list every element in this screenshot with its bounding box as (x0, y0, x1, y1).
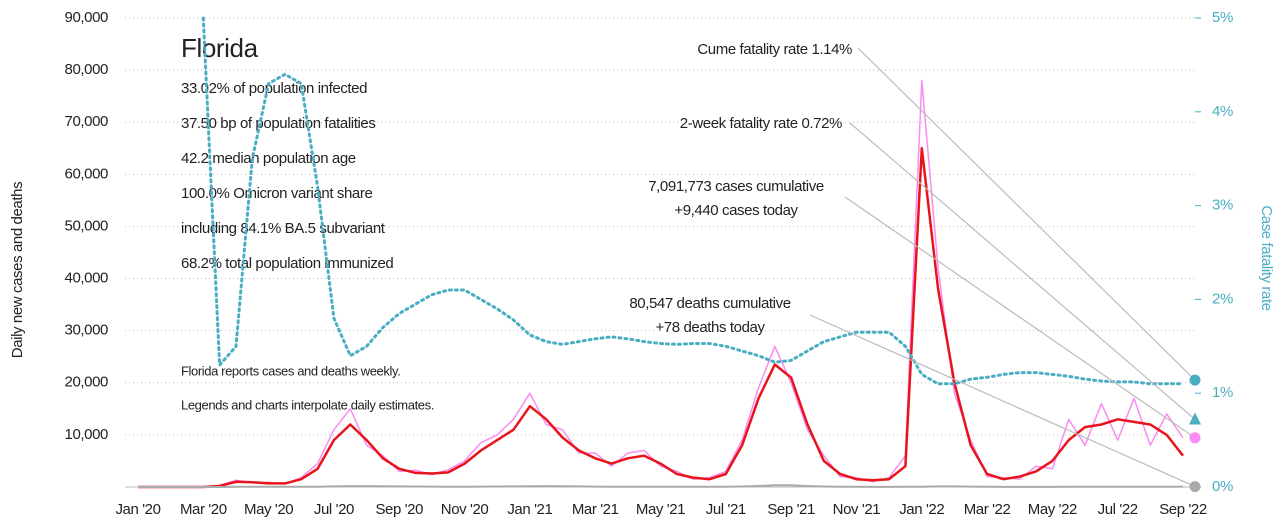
y2-axis-label: Case fatality rate (1258, 205, 1275, 310)
chart-title: Florida (181, 33, 259, 63)
annotation: Cume fatality rate 1.14% (697, 41, 852, 58)
y-tick-label: 70,000 (65, 113, 109, 130)
x-tick-label: Sep '21 (767, 501, 815, 518)
annotation: 80,547 deaths cumulative (629, 295, 790, 312)
info-line: 33.02% of population infected (181, 80, 367, 97)
x-tick-label: Nov '20 (441, 501, 489, 518)
x-tick-label: Jan '22 (899, 501, 944, 518)
note: Legends and charts interpolate daily est… (181, 397, 434, 412)
x-tick-label: Sep '20 (375, 501, 423, 518)
x-tick-label: Sep '22 (1159, 501, 1207, 518)
x-tick-label: Mar '20 (180, 501, 227, 518)
x-tick-label: Jul '21 (706, 501, 746, 518)
y-tick-label: 40,000 (65, 270, 109, 287)
leader-line (809, 314, 1196, 488)
x-tick-label: May '22 (1028, 501, 1077, 518)
annotation: +9,440 cases today (674, 202, 798, 219)
x-tick-label: May '21 (636, 501, 685, 518)
info-line: 100.0% Omicron variant share (181, 185, 372, 202)
y2-tick-label: 1% (1212, 384, 1233, 401)
info-line: 37.50 bp of population fatalities (181, 115, 375, 132)
annotation: 7,091,773 cases cumulative (648, 178, 824, 195)
y-tick-label: 30,000 (65, 322, 109, 339)
end-marker (1189, 481, 1201, 493)
y-tick-label: 20,000 (65, 374, 109, 391)
y2-tick-label: 2% (1212, 290, 1233, 307)
y2-tick-label: 0% (1212, 478, 1233, 495)
x-tick-label: Mar '22 (964, 501, 1011, 518)
end-marker (1189, 432, 1201, 444)
x-tick-label: Mar '21 (572, 501, 619, 518)
x-tick-label: Jul '20 (314, 501, 354, 518)
series-line (138, 79, 1184, 488)
x-tick-label: May '20 (244, 501, 293, 518)
y-tick-label: 80,000 (65, 61, 109, 78)
y-tick-label: 50,000 (65, 217, 109, 234)
info-line: including 84.1% BA.5 subvariant (181, 220, 386, 237)
y-axis-label: Daily new cases and deaths (9, 182, 26, 358)
y-tick-label: 60,000 (65, 165, 109, 182)
x-tick-label: Jan '20 (115, 501, 160, 518)
leader-line (849, 122, 1196, 420)
x-tick-label: Nov '21 (833, 501, 881, 518)
x-tick-label: Jul '22 (1098, 501, 1138, 518)
series-line (201, 16, 1185, 386)
end-marker (1189, 374, 1201, 386)
y2-tick-label: 5% (1212, 9, 1233, 26)
info-line: 68.2% total population immunized (181, 255, 393, 272)
note: Florida reports cases and deaths weekly. (181, 363, 400, 378)
series-line (138, 484, 1184, 488)
annotation: 2-week fatality rate 0.72% (680, 115, 842, 132)
y2-tick-label: 3% (1212, 197, 1233, 214)
leader-line (857, 47, 1196, 381)
y2-tick-label: 4% (1212, 103, 1233, 120)
annotation: +78 deaths today (655, 319, 765, 336)
y-tick-label: 90,000 (65, 9, 109, 26)
info-line: 42.2 median population age (181, 150, 356, 167)
series-line (138, 147, 1184, 489)
y-tick-label: 10,000 (65, 426, 109, 443)
leader-line (844, 196, 1196, 439)
end-marker (1189, 412, 1201, 425)
x-tick-label: Jan '21 (507, 501, 552, 518)
